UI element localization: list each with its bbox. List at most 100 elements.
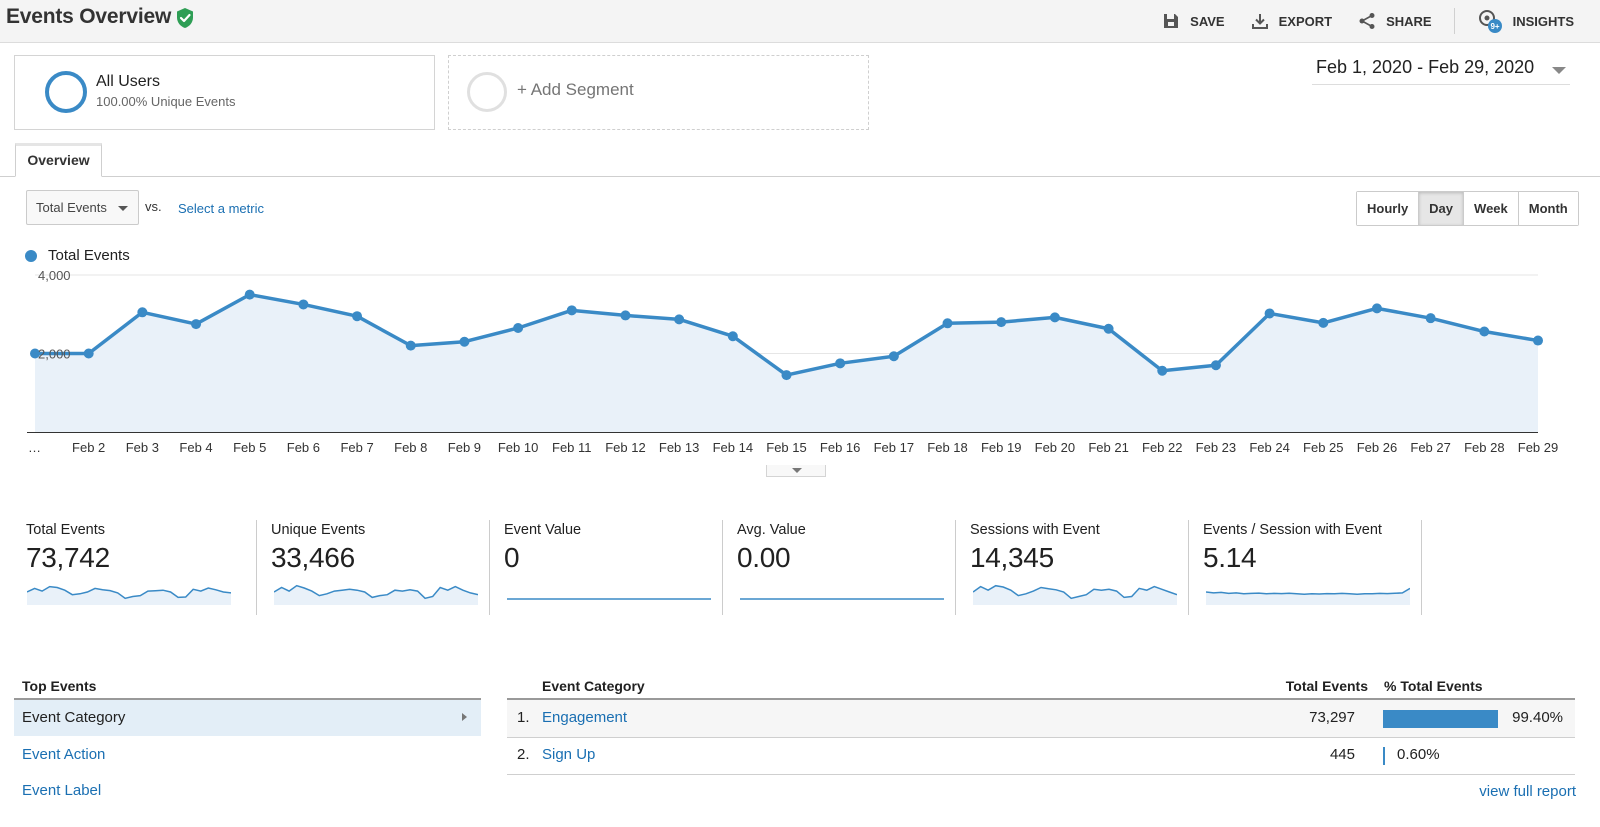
add-segment-label: + Add Segment [517, 80, 634, 99]
row-category-link[interactable]: Engagement [542, 709, 628, 726]
metric-value: 33,466 [271, 542, 355, 573]
x-tick-label: Feb 21 [1088, 440, 1128, 455]
metric-dropdown[interactable]: Total Events [26, 190, 139, 225]
share-button[interactable]: SHARE [1358, 12, 1432, 30]
segment-all-users[interactable]: All Users 100.00% Unique Events [14, 55, 435, 130]
x-tick-label: Feb 5 [233, 440, 266, 455]
metric-sparkline [1206, 587, 1410, 605]
metric-card: Events / Session with Event 5.14 [1189, 520, 1422, 615]
x-tick-label: Feb 24 [1249, 440, 1289, 455]
export-label: EXPORT [1278, 13, 1333, 29]
share-label: SHARE [1386, 13, 1432, 29]
chart-data-point [1318, 317, 1329, 328]
chart-data-point [1425, 313, 1436, 324]
sparkline-fill [27, 586, 231, 605]
chart-data-point [1264, 308, 1275, 319]
row-index: 2. [517, 746, 530, 763]
view-full-report-link[interactable]: view full report [1479, 783, 1576, 800]
metric-value: 0 [504, 542, 520, 573]
insights-badge: 9+ [1490, 22, 1499, 31]
chart-data-point [1157, 365, 1168, 376]
save-button[interactable]: SAVE [1162, 12, 1225, 30]
chart-data-point [566, 305, 577, 316]
table-row: 2. Sign Up 445 0.60% [507, 737, 1575, 775]
x-tick-label: Feb 8 [394, 440, 427, 455]
tab-bar-line [0, 176, 1600, 177]
x-tick-label: Feb 6 [287, 440, 320, 455]
segment-ring-icon [45, 71, 87, 113]
metric-value: 14,345 [970, 542, 1054, 573]
chart-data-point [942, 318, 953, 329]
export-button[interactable]: EXPORT [1251, 12, 1332, 30]
table-row: 1. Engagement 73,297 99.40% [507, 700, 1575, 738]
x-tick-label: Feb 23 [1196, 440, 1236, 455]
tab-overview[interactable]: Overview [15, 143, 102, 177]
select-metric-link[interactable]: Select a metric [178, 201, 264, 216]
row-percent-bar [1383, 710, 1498, 728]
metric-card: Unique Events 33,466 [257, 520, 490, 615]
granularity-week-button[interactable]: Week [1464, 192, 1519, 225]
chart-data-point [298, 299, 309, 310]
metric-card: Avg. Value 0.00 [723, 520, 956, 615]
x-tick-label: Feb 20 [1035, 440, 1075, 455]
segment-subtitle: 100.00% Unique Events [96, 94, 236, 109]
insights-button[interactable]: 9+ INSIGHTS [1477, 8, 1574, 34]
report-header: Events Overview SAVE EXPORT SHARE 9+ INS… [0, 0, 1600, 43]
x-tick-label: Feb 17 [874, 440, 914, 455]
top-events-item-action[interactable]: Event Action [22, 746, 106, 763]
row-percent-bar [1383, 747, 1385, 765]
metric-sparkline [973, 584, 1177, 605]
granularity-month-button[interactable]: Month [1518, 192, 1578, 225]
chart-data-point [781, 370, 792, 381]
chart-data-point [83, 348, 94, 359]
insights-icon: 9+ [1478, 10, 1502, 33]
top-events-title: Top Events [22, 678, 97, 694]
y-tick-label: 4,000 [38, 268, 71, 283]
row-category-link[interactable]: Sign Up [542, 746, 596, 763]
x-tick-label: Feb 22 [1142, 440, 1182, 455]
row-total-events: 445 [1329, 746, 1355, 763]
x-tick-label: Feb 9 [448, 440, 481, 455]
chart-data-point [1210, 360, 1221, 371]
segment-placeholder-ring-icon [467, 72, 507, 112]
chart-data-point [1103, 323, 1114, 334]
chart-area-fill [35, 294, 1538, 432]
chart-data-point [1533, 335, 1543, 346]
y-tick-label: 2,000 [38, 347, 71, 362]
chart-collapse-handle[interactable] [766, 465, 826, 477]
events-line-chart: 4,000 2,000 … Feb 2 Feb 3 Feb 4 Feb 5 Feb 6 Feb … [27, 268, 1558, 455]
export-icon [1251, 14, 1268, 29]
granularity-toggle: Hourly Day Week Month [1356, 191, 1579, 226]
row-percent-value: 99.40% [1512, 709, 1563, 726]
sparkline-line [1206, 587, 1410, 595]
chart-data-point [405, 340, 416, 351]
metric-card: Total Events 73,742 [24, 520, 257, 615]
chart-data-point [835, 358, 846, 369]
sparkline-fill [1206, 588, 1410, 605]
chart-data-point [1371, 303, 1382, 314]
chevron-down-icon [118, 206, 128, 211]
metric-value: 5.14 [1203, 542, 1257, 573]
metric-label: Sessions with Event [970, 522, 1100, 538]
metric-label: Unique Events [271, 522, 366, 538]
x-tick-label: Feb 2 [72, 440, 105, 455]
column-header-total: Total Events [1285, 678, 1368, 694]
granularity-hourly-button[interactable]: Hourly [1357, 192, 1420, 225]
chart-legend: Total Events [25, 247, 130, 264]
x-tick-label: Feb 27 [1410, 440, 1450, 455]
x-tick-label: Feb 15 [766, 440, 806, 455]
top-events-item-category[interactable]: Event Category [14, 700, 481, 736]
x-tick-label: Feb 28 [1464, 440, 1504, 455]
add-segment-button[interactable]: + Add Segment [448, 55, 869, 130]
date-range-picker[interactable]: Feb 1, 2020 - Feb 29, 2020 [1312, 55, 1570, 85]
chart-data-point [620, 310, 631, 321]
x-tick-label: Feb 12 [605, 440, 645, 455]
granularity-day-button[interactable]: Day [1419, 192, 1465, 225]
x-tick-label: Feb 13 [659, 440, 699, 455]
chart-data-point [30, 348, 40, 359]
chart-data-point [996, 317, 1007, 328]
top-events-item-label[interactable]: Event Label [22, 782, 102, 799]
metric-label: Total Events [26, 522, 105, 538]
x-tick-label: Feb 16 [820, 440, 860, 455]
chart-data-point [191, 319, 202, 330]
